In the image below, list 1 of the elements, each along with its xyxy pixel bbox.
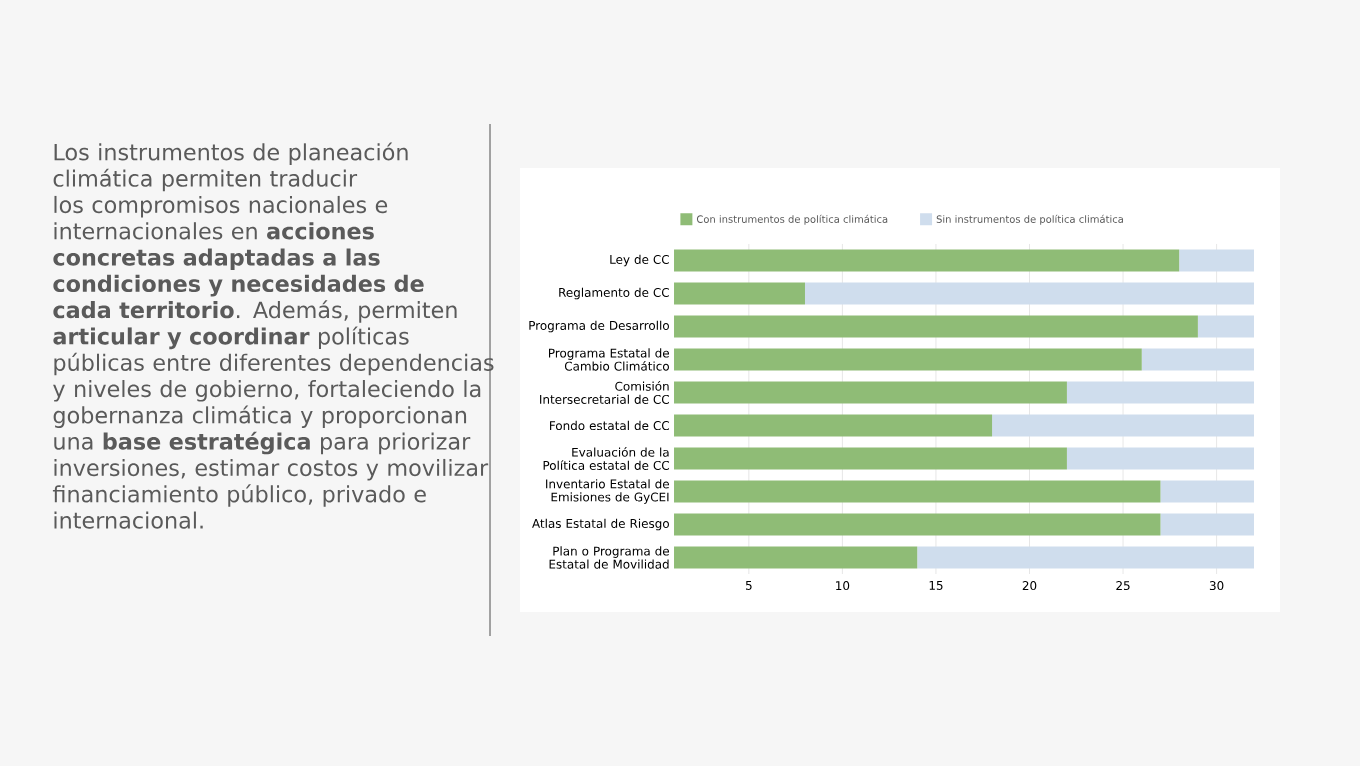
text: Los instrumentos de planeación climática permiten traducir los compromisos nacionales e internacionales en acciones concretas adaptadas a las condiciones y necesidades de cada territorio. Además, permiten articular y coordinar políticas públicas entre diferentes dependencias y niveles de gobierno, fortaleciendo la gobernanza climática y proporcionan una base estratégica para priorizar inversiones, estimar costos y movilizar financiamiento público, privado e internacional. xyxy=(52,142,494,529)
